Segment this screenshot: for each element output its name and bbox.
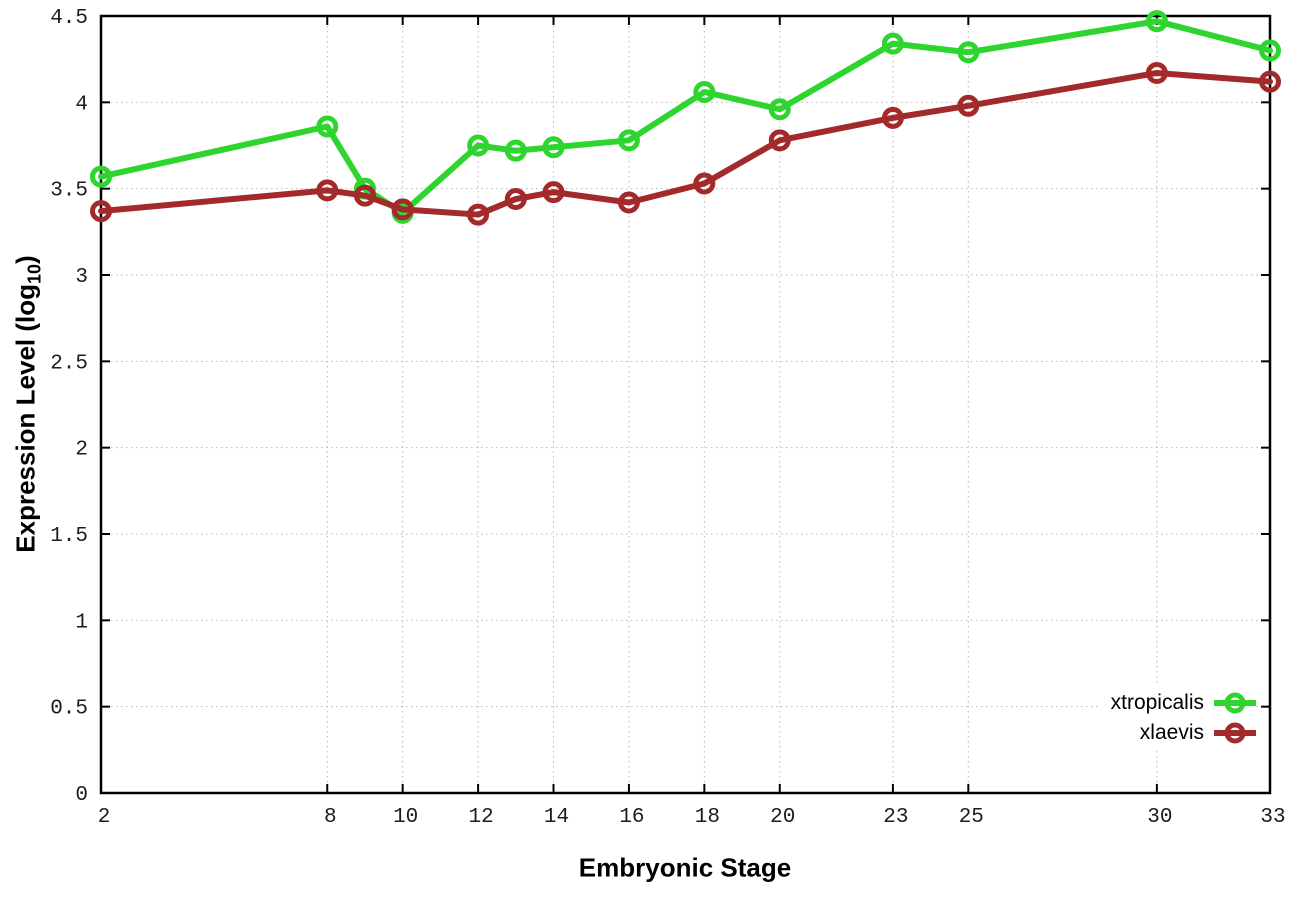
legend-label-xlaevis: xlaevis (1139, 721, 1204, 744)
grid-lines (101, 16, 1270, 793)
svg-text:3.5: 3.5 (50, 180, 88, 203)
data-point-xlaevis-stage-10 (391, 198, 414, 221)
svg-text:2.5: 2.5 (50, 352, 88, 375)
svg-text:14: 14 (544, 806, 569, 829)
svg-text:30: 30 (1147, 806, 1172, 829)
svg-text:20: 20 (770, 806, 795, 829)
series-xlaevis (90, 61, 1281, 226)
data-point-xtropicalis-stage-18 (693, 80, 716, 103)
data-point-xlaevis-stage-18 (693, 172, 716, 195)
y-axis-title-subscript: 10 (24, 263, 45, 284)
legend: xtropicalis xlaevis (1098, 686, 1256, 750)
data-point-xlaevis-stage-20 (768, 129, 791, 152)
data-point-xlaevis-stage-25 (957, 94, 980, 117)
svg-text:23: 23 (883, 806, 908, 829)
data-point-xtropicalis-stage-23 (881, 32, 904, 55)
legend-marker-xlaevis-icon (1214, 722, 1256, 744)
svg-text:12: 12 (468, 806, 493, 829)
svg-text:25: 25 (959, 806, 984, 829)
data-point-xtropicalis-stage-20 (768, 98, 791, 121)
data-point-xtropicalis-stage-12 (467, 134, 490, 157)
y-axis-title-close: ) (10, 255, 41, 264)
data-point-xtropicalis-stage-33 (1259, 39, 1281, 62)
y-axis-title: Expression Level (log10) (10, 255, 45, 552)
legend-item-xtropicalis: xtropicalis (1111, 688, 1256, 718)
data-point-xtropicalis-stage-14 (542, 136, 565, 159)
legend-item-xlaevis: xlaevis (1111, 718, 1256, 748)
data-point-xlaevis-stage-2 (90, 200, 112, 223)
x-axis-title: Embryonic Stage (578, 852, 792, 883)
data-point-xlaevis-stage-13 (504, 188, 527, 211)
data-point-xlaevis-stage-16 (617, 191, 640, 214)
data-point-xtropicalis-stage-8 (316, 115, 339, 138)
data-point-xlaevis-stage-30 (1145, 61, 1168, 84)
data-point-xtropicalis-stage-16 (617, 129, 640, 152)
svg-text:0.5: 0.5 (50, 698, 88, 721)
tick-marks (100, 15, 1271, 794)
svg-text:18: 18 (695, 806, 720, 829)
data-point-xtropicalis-stage-2 (90, 165, 112, 188)
data-point-xlaevis-stage-14 (542, 181, 565, 204)
svg-text:3: 3 (75, 266, 88, 289)
legend-marker-xtropicalis-icon (1214, 692, 1256, 714)
data-point-xlaevis-stage-12 (467, 203, 490, 226)
data-point-xtropicalis-stage-13 (504, 139, 527, 162)
data-point-xlaevis-stage-9 (353, 184, 376, 207)
legend-label-xtropicalis: xtropicalis (1110, 691, 1204, 714)
svg-text:1.5: 1.5 (50, 525, 88, 548)
data-point-xlaevis-stage-23 (881, 106, 904, 129)
series-line-xtropicalis (98, 18, 1273, 216)
y-axis-title-text: Expression Level (log (10, 283, 41, 553)
y-tick-labels: 0 0.5 1 1.5 2 2.5 3 3.5 4 4.5 (50, 7, 88, 807)
plot-border (99, 14, 1272, 795)
svg-text:16: 16 (619, 806, 644, 829)
data-point-xlaevis-stage-33 (1259, 70, 1281, 93)
svg-text:8: 8 (324, 806, 337, 829)
svg-text:1: 1 (75, 611, 88, 634)
x-tick-labels: 2 8 10 12 14 16 18 20 23 25 30 33 (98, 806, 1286, 829)
svg-text:0: 0 (75, 784, 88, 807)
data-point-xtropicalis-stage-30 (1145, 10, 1168, 33)
svg-text:33: 33 (1260, 806, 1285, 829)
svg-text:2: 2 (98, 806, 111, 829)
svg-text:2: 2 (75, 439, 88, 462)
data-point-xlaevis-stage-8 (316, 179, 339, 202)
svg-text:4: 4 (75, 93, 88, 116)
svg-text:4.5: 4.5 (50, 7, 88, 30)
series-line-xlaevis (98, 69, 1273, 218)
svg-text:10: 10 (393, 806, 418, 829)
data-point-xtropicalis-stage-25 (957, 41, 980, 64)
